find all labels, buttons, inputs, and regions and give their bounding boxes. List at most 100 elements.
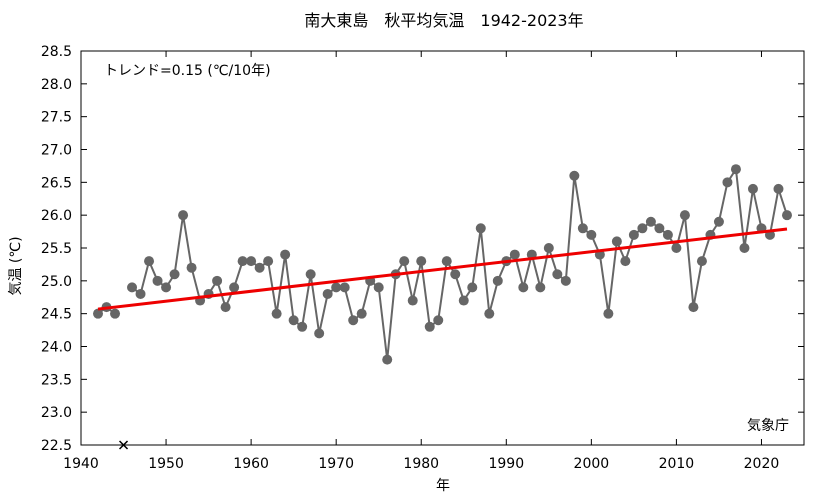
data-point: [654, 223, 665, 234]
data-point: [603, 308, 614, 319]
data-point: [688, 302, 699, 313]
data-point: [467, 282, 478, 293]
data-point: [314, 328, 325, 339]
data-point: [186, 262, 197, 273]
y-tick-label: 28.0: [41, 77, 72, 93]
x-tick-label: 1960: [233, 456, 269, 472]
data-point: [458, 295, 469, 306]
data-point: [161, 282, 172, 293]
y-tick-label: 23.5: [41, 372, 72, 388]
data-point: [322, 288, 333, 299]
data-point: [93, 308, 104, 319]
data-point: [127, 282, 138, 293]
data-point: [212, 275, 223, 286]
data-point: [518, 282, 529, 293]
y-tick-label: 24.5: [41, 307, 72, 323]
y-axis-label-group: 気温 (℃): [8, 236, 24, 295]
data-point: [713, 216, 724, 227]
x-tick-label: 2000: [574, 456, 610, 472]
data-point: [220, 302, 231, 313]
data-point: [280, 249, 291, 260]
y-axis-label: 気温 (℃): [8, 236, 24, 295]
data-point: [135, 288, 146, 299]
data-point: [152, 275, 163, 286]
data-point: [492, 275, 503, 286]
x-tick-label: 2010: [659, 456, 695, 472]
y-tick-label: 22.5: [41, 438, 72, 454]
data-point: [305, 269, 316, 280]
data-point: [679, 210, 690, 221]
data-point: [543, 243, 554, 253]
data-point: [271, 308, 282, 319]
data-point: [110, 308, 121, 319]
axis-tick-labels: 1940 1950 1960 1970 1980 1990 2000 2010 2020 22.5…: [41, 44, 779, 472]
data-point: [484, 308, 495, 319]
data-point: [730, 164, 741, 175]
x-tick-label: 1990: [488, 456, 524, 472]
x-tick-label: 1980: [403, 456, 439, 472]
y-tick-label: 27.0: [41, 143, 72, 159]
data-point: [229, 282, 240, 293]
data-point: [169, 269, 180, 280]
data-point: [348, 315, 359, 326]
data-point: [781, 210, 792, 221]
data-point: [620, 256, 631, 267]
y-tick-label: 24.0: [41, 340, 72, 356]
data-point: [237, 256, 248, 267]
y-tick-label: 27.5: [41, 110, 72, 126]
y-tick-label: 26.0: [41, 208, 72, 224]
data-point: [645, 216, 656, 227]
data-point: [144, 256, 155, 267]
trend-line-group: [97, 227, 788, 311]
data-point: [441, 256, 452, 267]
data-point: [263, 256, 274, 267]
data-point: [339, 282, 350, 293]
data-point: [722, 177, 733, 188]
y-tick-label: 25.5: [41, 241, 72, 257]
data-point: [246, 256, 257, 267]
data-point: [637, 223, 648, 234]
data-point: [739, 243, 750, 253]
data-point: [535, 282, 546, 293]
data-point: [671, 243, 682, 253]
data-point: [433, 315, 444, 326]
y-tick-label: 25.0: [41, 274, 72, 290]
data-point: [577, 223, 588, 234]
data-point: [297, 321, 308, 332]
data-point: [288, 315, 299, 326]
y-tick-label: 26.5: [41, 175, 72, 191]
data-point: [331, 282, 342, 293]
x-axis-label: 年: [436, 478, 450, 494]
data-point: [586, 229, 597, 240]
data-point: [569, 170, 580, 181]
data-point: [628, 229, 639, 240]
data-point: [552, 269, 563, 280]
data-point: [356, 308, 367, 319]
x-tick-label: 1970: [318, 456, 354, 472]
x-tick-label: 2020: [744, 456, 780, 472]
data-point: [178, 210, 189, 221]
data-point: [450, 269, 461, 280]
data-point: [662, 229, 673, 240]
axis-ticks: [80, 50, 804, 446]
data-point: [475, 223, 486, 234]
data-point: [611, 236, 622, 247]
data-point: [373, 282, 384, 293]
y-tick-label: 23.0: [41, 405, 72, 421]
missing-data-marker: [118, 440, 129, 450]
trend-line: [97, 227, 788, 311]
x-tick-label: 1940: [63, 456, 99, 472]
data-point: [773, 183, 784, 194]
x-tick-label: 1950: [148, 456, 184, 472]
data-point: [747, 183, 758, 194]
data-point: [416, 256, 427, 267]
data-point: [509, 249, 520, 260]
source-label: 気象庁: [747, 418, 789, 434]
chart-title: 南大東島 秋平均気温 1942-2023年: [304, 11, 583, 30]
data-point: [382, 354, 393, 365]
y-tick-label: 28.5: [41, 44, 72, 60]
data-point: [560, 275, 571, 286]
data-point: [399, 256, 410, 267]
data-point: [696, 256, 707, 267]
